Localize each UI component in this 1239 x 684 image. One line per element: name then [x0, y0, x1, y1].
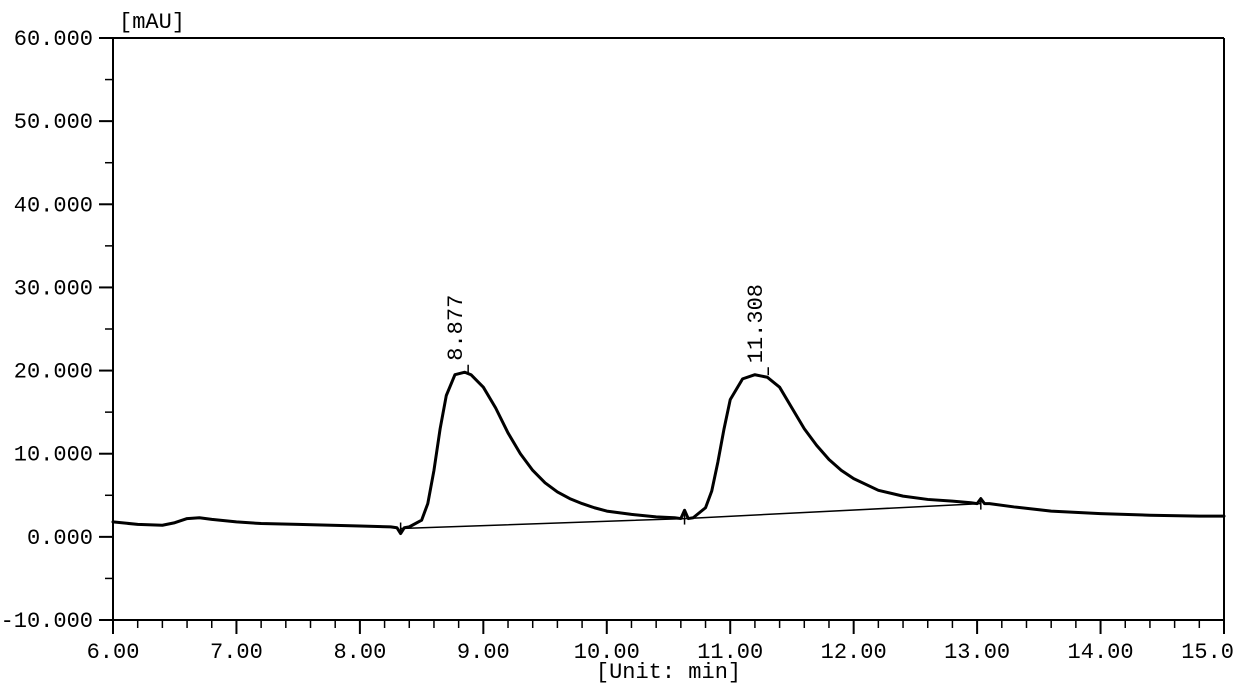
x-tick-label: 15.0 — [1181, 640, 1234, 665]
baseline — [401, 504, 981, 529]
y-tick-label: -10.000 — [1, 609, 93, 634]
chromatogram-trace — [113, 372, 1224, 533]
x-tick-label: 6.00 — [87, 640, 140, 665]
x-axis-label: [Unit: min] — [596, 660, 741, 684]
x-tick-label: 12.00 — [821, 640, 887, 665]
chromatogram-chart: 6.007.008.009.0010.0011.0012.0013.0014.0… — [0, 0, 1239, 684]
x-tick-label: 8.00 — [333, 640, 386, 665]
y-tick-label: 40.000 — [14, 193, 93, 218]
y-tick-label: 10.000 — [14, 443, 93, 468]
y-tick-label: 0.000 — [27, 526, 93, 551]
peak-label: 8.877 — [444, 295, 469, 361]
x-tick-label: 14.00 — [1068, 640, 1134, 665]
y-tick-label: 20.000 — [14, 360, 93, 385]
x-tick-label: 7.00 — [210, 640, 263, 665]
chart-svg: 6.007.008.009.0010.0011.0012.0013.0014.0… — [0, 0, 1239, 684]
peak-label: 11.308 — [744, 284, 769, 363]
x-tick-label: 9.00 — [457, 640, 510, 665]
y-tick-label: 30.000 — [14, 276, 93, 301]
y-tick-label: 50.000 — [14, 110, 93, 135]
x-tick-label: 13.00 — [944, 640, 1010, 665]
y-tick-label: 60.000 — [14, 27, 93, 52]
y-axis-label: [mAU] — [119, 10, 185, 35]
